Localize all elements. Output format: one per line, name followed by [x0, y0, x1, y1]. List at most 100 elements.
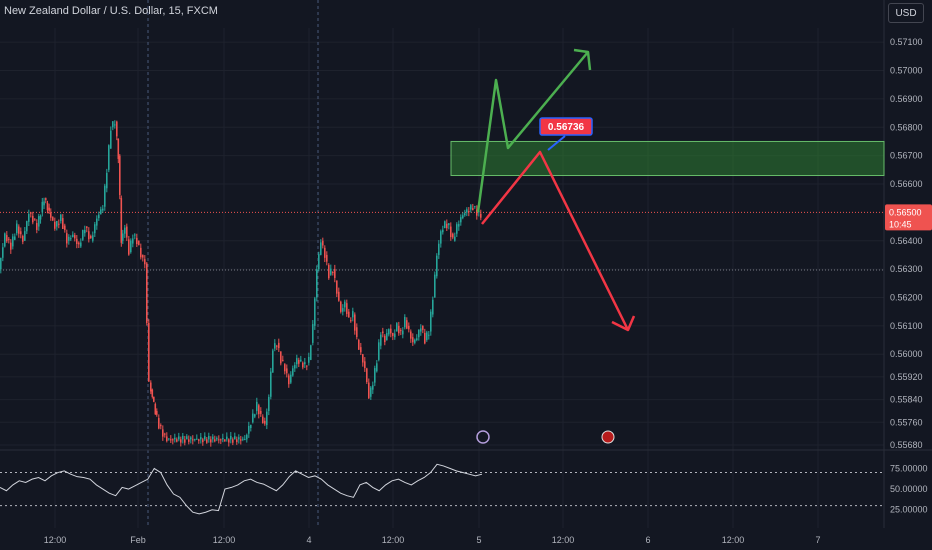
candle-body	[430, 311, 432, 332]
candle-body	[280, 351, 282, 364]
candle-body	[43, 201, 45, 206]
candle-body	[62, 218, 64, 229]
candle-body	[214, 439, 216, 442]
candle-body	[186, 436, 188, 440]
candle-body	[104, 185, 106, 207]
candle-body	[94, 224, 96, 234]
candle-body	[472, 208, 474, 210]
candle-body	[442, 229, 444, 233]
candle-body	[117, 138, 120, 159]
candle-body	[268, 397, 270, 411]
candle-body	[254, 414, 256, 417]
candle-body	[418, 329, 420, 338]
candle-body	[290, 374, 292, 383]
candle-body	[390, 328, 392, 334]
candle-body	[244, 438, 246, 440]
candle-body	[56, 220, 58, 227]
candle-body	[45, 198, 47, 200]
y-tick-label: 0.56300	[890, 264, 923, 274]
candle-body	[396, 323, 398, 332]
candle-body	[370, 387, 372, 397]
candle-body	[350, 320, 352, 322]
candle-body	[352, 311, 354, 318]
annotation-box	[539, 117, 593, 136]
candle-body	[256, 401, 258, 411]
candle-body	[388, 329, 390, 335]
candle-body	[312, 324, 314, 343]
candle-body	[154, 403, 157, 415]
candle-body	[66, 233, 68, 244]
candle-body	[338, 291, 340, 301]
countdown-label: 10:45	[889, 219, 912, 229]
candle-body	[276, 345, 278, 347]
candle-body	[310, 345, 312, 360]
candle-body	[364, 361, 366, 369]
candle-body	[226, 436, 228, 440]
candle-body	[402, 330, 404, 335]
x-tick-label: 4	[306, 535, 311, 545]
candle-body	[116, 121, 118, 137]
candle-body	[80, 242, 82, 247]
candle-body	[440, 231, 442, 244]
candle-body	[434, 274, 436, 298]
candle-body	[300, 359, 302, 362]
candle-body	[246, 434, 248, 440]
candle-body	[138, 240, 140, 245]
candle-body	[452, 233, 454, 238]
candle-body	[48, 207, 50, 211]
candle-body	[22, 236, 24, 242]
candle-body	[10, 242, 12, 250]
candle-body	[112, 121, 114, 128]
candle-body	[70, 238, 72, 240]
y-tick-label: 0.56800	[890, 122, 923, 132]
candle-body	[128, 239, 130, 255]
candle-body	[318, 254, 320, 270]
candle-body	[366, 368, 368, 383]
candle-body	[100, 209, 102, 215]
candle-body	[146, 263, 148, 324]
x-tick-label: Feb	[130, 535, 146, 545]
candle-body	[122, 233, 124, 241]
y-tick-label: 0.56900	[890, 94, 923, 104]
candle-body	[96, 218, 98, 226]
candle-body	[238, 437, 240, 440]
candle-body	[36, 223, 38, 230]
candle-body	[362, 354, 364, 363]
rsi-tick-label: 25.00000	[890, 505, 928, 515]
candle-body	[342, 308, 344, 312]
candle-body	[4, 233, 6, 247]
candle-body	[192, 439, 194, 441]
candle-body	[412, 337, 414, 343]
candle-body	[136, 237, 138, 245]
candle-body	[212, 436, 214, 440]
candle-body	[272, 350, 274, 373]
candle-body	[394, 333, 396, 338]
currency-button[interactable]: USD	[888, 3, 924, 23]
candle-body	[110, 130, 112, 149]
candle-body	[156, 410, 158, 415]
y-tick-label: 0.55760	[890, 417, 923, 427]
y-tick-label: 0.57100	[890, 37, 923, 47]
candle-body	[354, 314, 356, 331]
candle-body	[30, 212, 32, 214]
candle-body	[250, 424, 252, 428]
candle-body	[84, 229, 86, 234]
candle-body	[8, 238, 10, 240]
candle-body	[468, 210, 470, 212]
candle-body	[456, 224, 458, 234]
candle-body	[206, 439, 208, 443]
candle-body	[358, 340, 360, 350]
candle-body	[153, 396, 155, 402]
y-tick-label: 0.56100	[890, 321, 923, 331]
candle-body	[464, 213, 466, 216]
candle-body	[230, 435, 232, 440]
grid	[0, 0, 932, 528]
candle-body	[480, 213, 482, 218]
candle-body	[382, 331, 384, 334]
candle-body	[436, 255, 438, 277]
candle-body	[180, 439, 182, 443]
candle-body	[258, 405, 260, 415]
symbol-title: New Zealand Dollar / U.S. Dollar, 15, FX…	[4, 5, 218, 17]
